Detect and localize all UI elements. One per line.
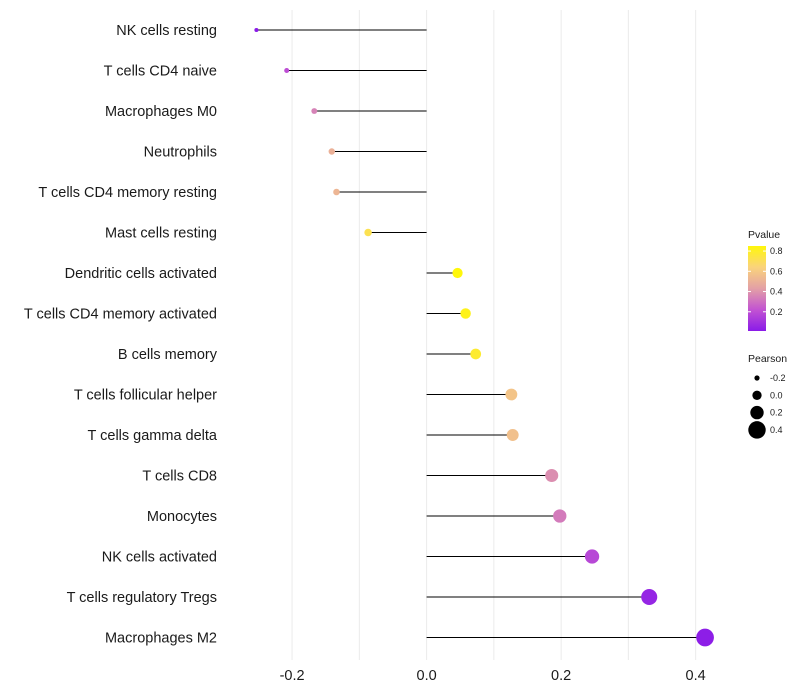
category-label: Macrophages M2 xyxy=(105,631,217,647)
category-label: Neutrophils xyxy=(144,145,217,161)
data-point xyxy=(284,67,290,74)
legend-pvalue-label: 0.8 xyxy=(770,246,783,256)
stems xyxy=(256,29,706,638)
legend-pvalue: Pvalue 0.2 0.4 0.6 0.8 xyxy=(748,229,783,331)
data-point xyxy=(452,267,463,279)
data-point xyxy=(333,188,340,196)
data-point xyxy=(460,308,471,319)
category-label: T cells CD4 memory resting xyxy=(38,185,217,201)
points xyxy=(254,27,714,647)
data-point xyxy=(254,27,259,33)
category-label: Macrophages M0 xyxy=(105,104,217,120)
grid xyxy=(291,10,697,660)
y-axis-labels: NK cells resting T cells CD4 naive Macroph… xyxy=(24,23,218,647)
legend-pearson-label: 0.4 xyxy=(770,425,783,435)
category-label: Dendritic cells activated xyxy=(65,266,217,282)
category-label: T cells CD4 memory activated xyxy=(24,307,217,323)
x-tick-label: 0.4 xyxy=(686,668,706,684)
legend-pearson-label: -0.2 xyxy=(770,373,786,383)
data-point xyxy=(584,549,600,564)
data-point xyxy=(506,429,519,441)
legend-pvalue-colorbar xyxy=(748,246,766,331)
x-axis-ticks: -0.2 0.0 0.2 0.4 xyxy=(280,668,706,684)
category-label: T cells CD8 xyxy=(142,469,217,485)
data-point xyxy=(364,228,372,237)
legend-pearson: Pearson -0.2 0.0 0.2 0.4 xyxy=(748,353,787,439)
legend-size-key xyxy=(748,421,766,439)
category-label: NK cells resting xyxy=(116,23,217,39)
category-label: T cells CD4 naive xyxy=(104,64,217,80)
category-label: NK cells activated xyxy=(102,550,217,566)
legend-pearson-label: 0.0 xyxy=(770,390,783,400)
legend-pvalue-label: 0.4 xyxy=(770,287,783,297)
data-point xyxy=(311,108,318,114)
data-point xyxy=(696,628,714,647)
data-point xyxy=(328,148,335,155)
data-point xyxy=(641,588,658,606)
category-label: T cells regulatory Tregs xyxy=(67,590,217,606)
legend-pearson-title: Pearson xyxy=(748,353,787,365)
data-point xyxy=(505,388,518,401)
legend-pvalue-title: Pvalue xyxy=(748,229,780,241)
legend-size-key xyxy=(752,390,762,400)
category-label: Monocytes xyxy=(147,509,217,525)
category-label: T cells gamma delta xyxy=(88,428,218,444)
category-label: T cells follicular helper xyxy=(74,388,217,404)
legend-pvalue-label: 0.6 xyxy=(770,266,783,276)
legend-pvalue-label: 0.2 xyxy=(770,307,783,317)
data-point xyxy=(553,509,567,523)
x-tick-label: 0.0 xyxy=(417,668,437,684)
x-tick-label: 0.2 xyxy=(551,668,571,684)
category-label: Mast cells resting xyxy=(105,226,217,242)
legend-size-key xyxy=(754,375,760,381)
data-point xyxy=(545,468,559,483)
category-label: B cells memory xyxy=(118,347,218,363)
legend-size-key xyxy=(750,405,764,420)
x-tick-label: -0.2 xyxy=(280,668,305,684)
data-point xyxy=(470,348,482,360)
legend-pearson-label: 0.2 xyxy=(770,408,783,418)
